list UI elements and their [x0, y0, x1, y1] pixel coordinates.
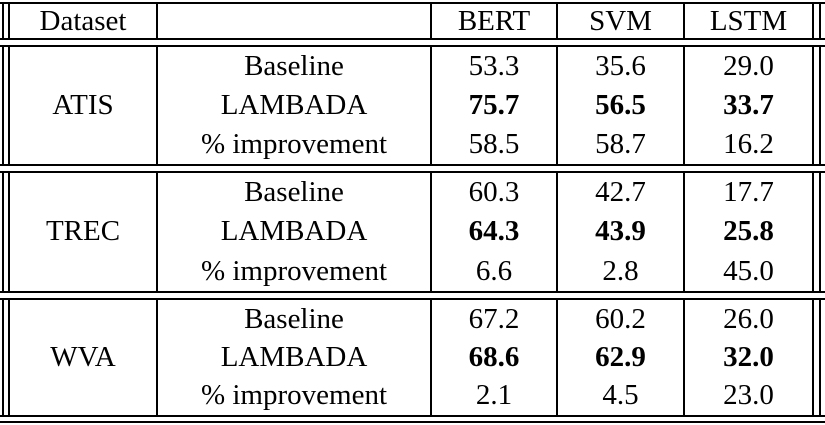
- row-label: LAMBADA: [158, 86, 432, 125]
- cell-value: 26.0: [723, 302, 774, 335]
- group-atis: ATIS Baseline 53.3 35.6 29.0 LAMBADA 75.…: [0, 45, 825, 166]
- row-label: Baseline: [158, 300, 432, 339]
- inner-right-rule: [812, 173, 814, 291]
- cell-value: 60.2: [558, 300, 685, 339]
- outer-left-rule: [2, 300, 4, 415]
- cell-value: 17.7: [723, 176, 774, 209]
- outer-left-rule: [2, 47, 4, 164]
- dataset-name: TREC: [10, 173, 158, 291]
- inner-right-rule: [812, 4, 814, 38]
- group-trec: TREC Baseline 60.3 42.7 17.7 LAMBADA 64.…: [0, 171, 825, 293]
- outer-right-rule: [819, 300, 821, 415]
- inner-left-rule: [8, 47, 10, 164]
- cell-value-bold: 62.9: [558, 338, 685, 377]
- header-grid: Dataset BERT SVM LSTM: [10, 4, 812, 38]
- cell-value: 16.2: [723, 128, 774, 160]
- row-label: % improvement: [158, 251, 432, 291]
- row-label: % improvement: [158, 376, 432, 415]
- cell-value: 53.3: [432, 47, 558, 86]
- group-atis-grid: ATIS Baseline 53.3 35.6 29.0 LAMBADA 75.…: [10, 47, 812, 164]
- group-trec-grid: TREC Baseline 60.3 42.7 17.7 LAMBADA 64.…: [10, 173, 812, 291]
- cell-value-bold: 56.5: [558, 86, 685, 125]
- cell-value-bold: 33.7: [723, 89, 774, 121]
- row-label: LAMBADA: [158, 212, 432, 252]
- row-label: Baseline: [158, 173, 432, 213]
- cell-value: 6.6: [432, 251, 558, 291]
- dataset-name: ATIS: [10, 47, 158, 164]
- row-label: % improvement: [158, 125, 432, 164]
- cell-value-bold: 32.0: [723, 340, 774, 373]
- group-wva: WVA Baseline 67.2 60.2 26.0 LAMBADA 68.6…: [0, 298, 825, 417]
- outer-left-rule: [2, 4, 4, 38]
- column-header-svm: SVM: [558, 4, 685, 38]
- cell-value: 2.8: [558, 251, 685, 291]
- cell-value: 60.3: [432, 173, 558, 213]
- cell-value: 45.0: [723, 254, 774, 287]
- inner-right-rule: [812, 47, 814, 164]
- outer-left-rule: [2, 173, 4, 291]
- column-header-lstm: LSTM: [709, 4, 788, 37]
- cell-value: 42.7: [558, 173, 685, 213]
- cell-value-bold: 43.9: [558, 212, 685, 252]
- outer-right-rule: [819, 4, 821, 38]
- cell-value-bold: 25.8: [723, 215, 774, 248]
- cell-value: 58.7: [558, 125, 685, 164]
- column-header-dataset: Dataset: [10, 4, 158, 38]
- cell-value: 4.5: [558, 376, 685, 415]
- cell-value: 58.5: [432, 125, 558, 164]
- cell-value-bold: 68.6: [432, 338, 558, 377]
- row-label: LAMBADA: [158, 338, 432, 377]
- row-label: Baseline: [158, 47, 432, 86]
- cell-value-bold: 64.3: [432, 212, 558, 252]
- cell-value: 67.2: [432, 300, 558, 339]
- cell-value: 29.0: [723, 50, 774, 82]
- outer-right-rule: [819, 173, 821, 291]
- cell-value: 23.0: [723, 379, 774, 412]
- inner-left-rule: [8, 4, 10, 38]
- column-header-empty: [158, 4, 432, 38]
- cell-value: 2.1: [432, 376, 558, 415]
- cell-value-bold: 75.7: [432, 86, 558, 125]
- group-wva-grid: WVA Baseline 67.2 60.2 26.0 LAMBADA 68.6…: [10, 300, 812, 415]
- dataset-name: WVA: [10, 300, 158, 415]
- inner-right-rule: [812, 300, 814, 415]
- outer-right-rule: [819, 47, 821, 164]
- table-header-section: Dataset BERT SVM LSTM: [0, 2, 825, 40]
- inner-left-rule: [8, 173, 10, 291]
- column-header-bert: BERT: [432, 4, 558, 38]
- cell-value: 35.6: [558, 47, 685, 86]
- bottom-table-rule: [0, 421, 825, 423]
- inner-left-rule: [8, 300, 10, 415]
